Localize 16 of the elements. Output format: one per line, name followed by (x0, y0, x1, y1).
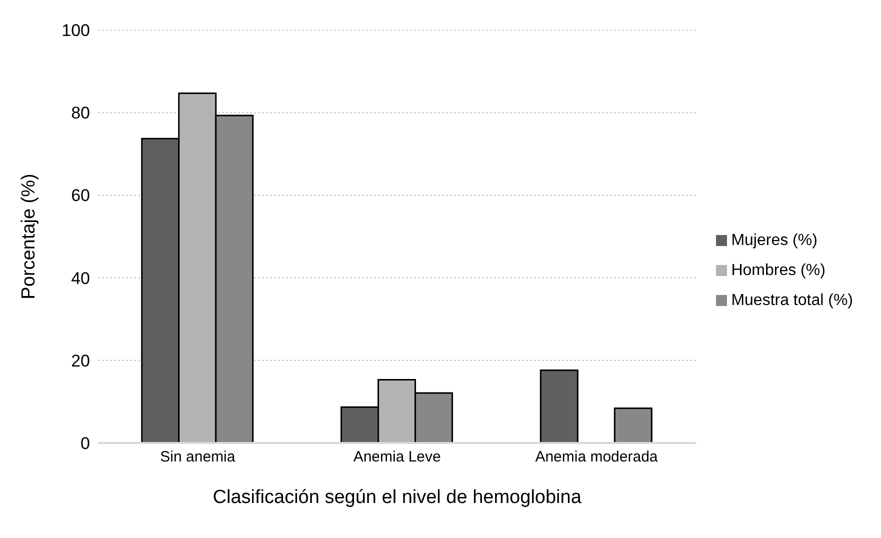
y-axis-title: Porcentaje (%) (18, 174, 40, 300)
y-tick-label: 20 (71, 351, 90, 370)
y-tick-label: 0 (80, 434, 90, 454)
x-tick-label: Anemia moderada (535, 448, 658, 466)
legend-label: Muestra total (%) (731, 292, 853, 308)
bar (614, 408, 652, 443)
x-tick-label: Anemia Leve (353, 448, 441, 466)
bar (540, 370, 578, 443)
y-tick-label: 80 (71, 104, 90, 123)
legend-label: Hombres (%) (731, 262, 826, 278)
legend-label: Mujeres (%) (731, 232, 818, 248)
y-tick-label: 40 (71, 268, 90, 288)
x-tick-label: Sin anemia (160, 448, 236, 466)
x-axis-title: Clasificación según el nivel de hemoglobina (212, 487, 582, 508)
y-tick-label: 100 (62, 21, 90, 40)
y-tick-label: 60 (71, 186, 90, 206)
